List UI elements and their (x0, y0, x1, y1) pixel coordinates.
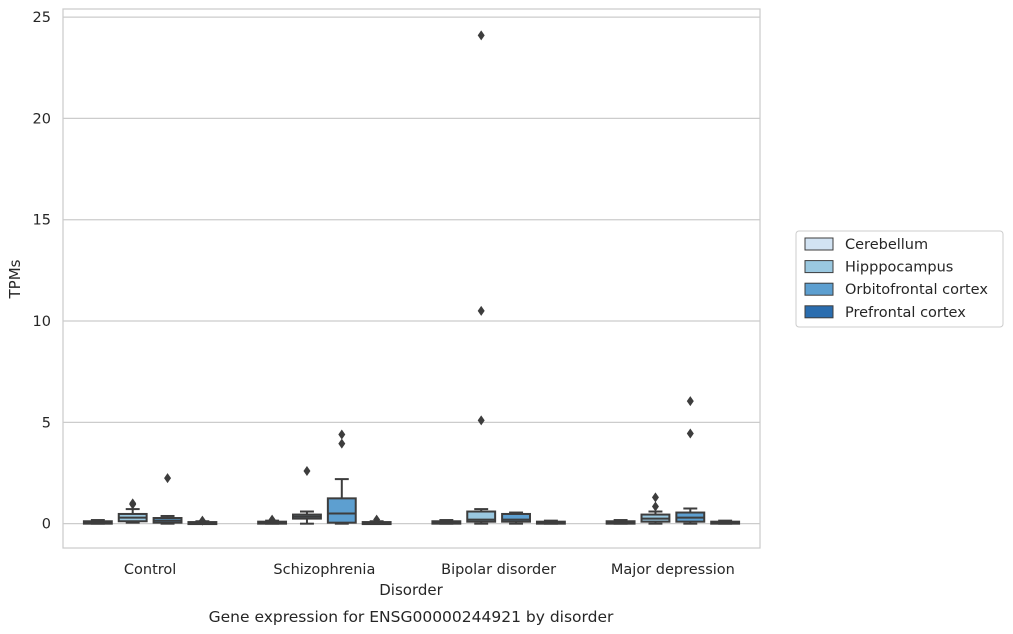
chart-title: Gene expression for ENSG00000244921 by d… (209, 608, 614, 626)
outlier-point (338, 429, 346, 440)
legend-swatch (804, 305, 834, 319)
y-tick-label: 5 (42, 415, 51, 431)
outlier-point (686, 396, 694, 407)
x-tick-label: Major depression (611, 562, 735, 578)
legend-label: Hipppocampus (845, 260, 953, 276)
legend-swatch (804, 260, 834, 274)
outlier-point (686, 428, 694, 439)
outlier-point (373, 514, 381, 525)
y-tick-labels: 0 5 10 15 20 25 (33, 10, 51, 533)
box-iqr (326, 497, 357, 524)
outlier-point (164, 473, 172, 484)
outlier-point (268, 514, 276, 525)
outlier-point (198, 515, 206, 526)
box-iqr (501, 512, 531, 523)
box-cerebellum (257, 514, 288, 525)
y-tick-label: 25 (33, 10, 51, 26)
legend-swatch (804, 282, 834, 296)
box-cerebellum (82, 519, 113, 525)
box-hipppocampus (117, 498, 148, 524)
legend-label: Cerebellum (845, 237, 928, 253)
box-cerebellum (605, 519, 636, 525)
box-prefrontal-cortex (535, 519, 566, 525)
box-orbitofrontal-cortex (326, 429, 357, 525)
box-prefrontal-cortex (710, 519, 741, 525)
x-tick-label: Control (124, 562, 176, 578)
outlier-point (338, 438, 346, 449)
box-orbitofrontal-cortex (152, 473, 183, 525)
legend-label: Prefrontal cortex (845, 305, 966, 321)
outlier-point (651, 501, 659, 512)
plot-boxes (82, 30, 741, 526)
y-gridlines (63, 16, 760, 525)
box-prefrontal-cortex (361, 514, 392, 526)
box-hipppocampus (466, 30, 497, 525)
x-tick-labels: Control Schizophrenia Bipolar disorder Majo… (124, 562, 735, 578)
outlier-point (477, 305, 485, 316)
y-tick-label: 15 (33, 213, 51, 229)
y-tick-label: 0 (42, 517, 51, 533)
box-iqr (466, 510, 497, 523)
y-tick-label: 20 (33, 111, 51, 127)
box-orbitofrontal-cortex (501, 511, 531, 525)
outlier-point (477, 30, 485, 41)
legend-swatch (804, 237, 834, 251)
legend-label: Orbitofrontal cortex (845, 282, 988, 298)
box-orbitofrontal-cortex (675, 396, 706, 525)
outlier-point (129, 498, 137, 509)
x-axis-label: Disorder (379, 581, 443, 599)
legend-frame (795, 230, 1004, 328)
legend: Cerebellum Hipppocampus Orbitofrontal cort… (795, 230, 1004, 328)
box-cerebellum (431, 519, 462, 525)
box-prefrontal-cortex (187, 515, 218, 526)
x-tick-label: Schizophrenia (273, 562, 375, 578)
plot-area-frame (62, 8, 761, 549)
outlier-point (651, 492, 659, 503)
y-axis-label: TPMs (6, 259, 24, 299)
box-hipppocampus (640, 492, 671, 525)
y-tick-label: 10 (33, 314, 51, 330)
box-hipppocampus (292, 466, 322, 525)
outlier-point (477, 415, 485, 426)
outlier-point (303, 466, 311, 476)
x-tick-label: Bipolar disorder (441, 562, 556, 578)
